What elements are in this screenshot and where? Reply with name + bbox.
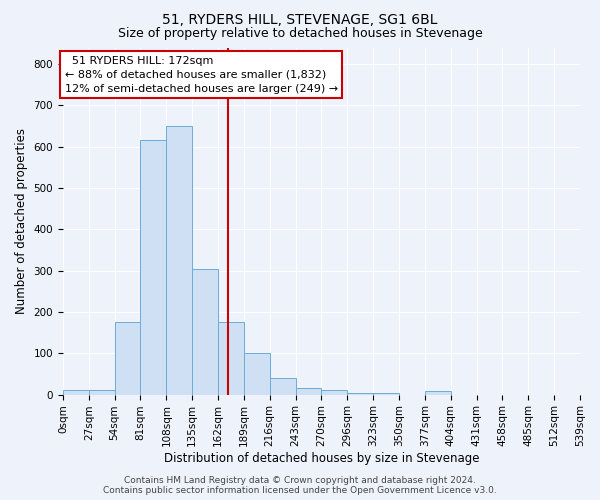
Bar [244,354,270,395]
Bar [296,388,322,394]
Text: Size of property relative to detached houses in Stevenage: Size of property relative to detached ho… [118,28,482,40]
Text: 51 RYDERS HILL: 172sqm
← 88% of detached houses are smaller (1,832)
12% of semi-: 51 RYDERS HILL: 172sqm ← 88% of detached… [65,56,338,94]
Bar [270,378,296,394]
Bar [347,392,373,394]
Text: 51, RYDERS HILL, STEVENAGE, SG1 6BL: 51, RYDERS HILL, STEVENAGE, SG1 6BL [162,12,438,26]
Bar [89,390,115,394]
Text: Contains HM Land Registry data © Crown copyright and database right 2024.
Contai: Contains HM Land Registry data © Crown c… [103,476,497,495]
Bar [425,392,451,394]
Bar [192,268,218,394]
Bar [63,390,89,394]
Bar [322,390,347,394]
Y-axis label: Number of detached properties: Number of detached properties [15,128,28,314]
X-axis label: Distribution of detached houses by size in Stevenage: Distribution of detached houses by size … [164,452,479,465]
Bar [115,322,140,394]
Bar [373,392,399,394]
Bar [218,322,244,394]
Bar [140,140,166,394]
Bar [166,126,192,394]
